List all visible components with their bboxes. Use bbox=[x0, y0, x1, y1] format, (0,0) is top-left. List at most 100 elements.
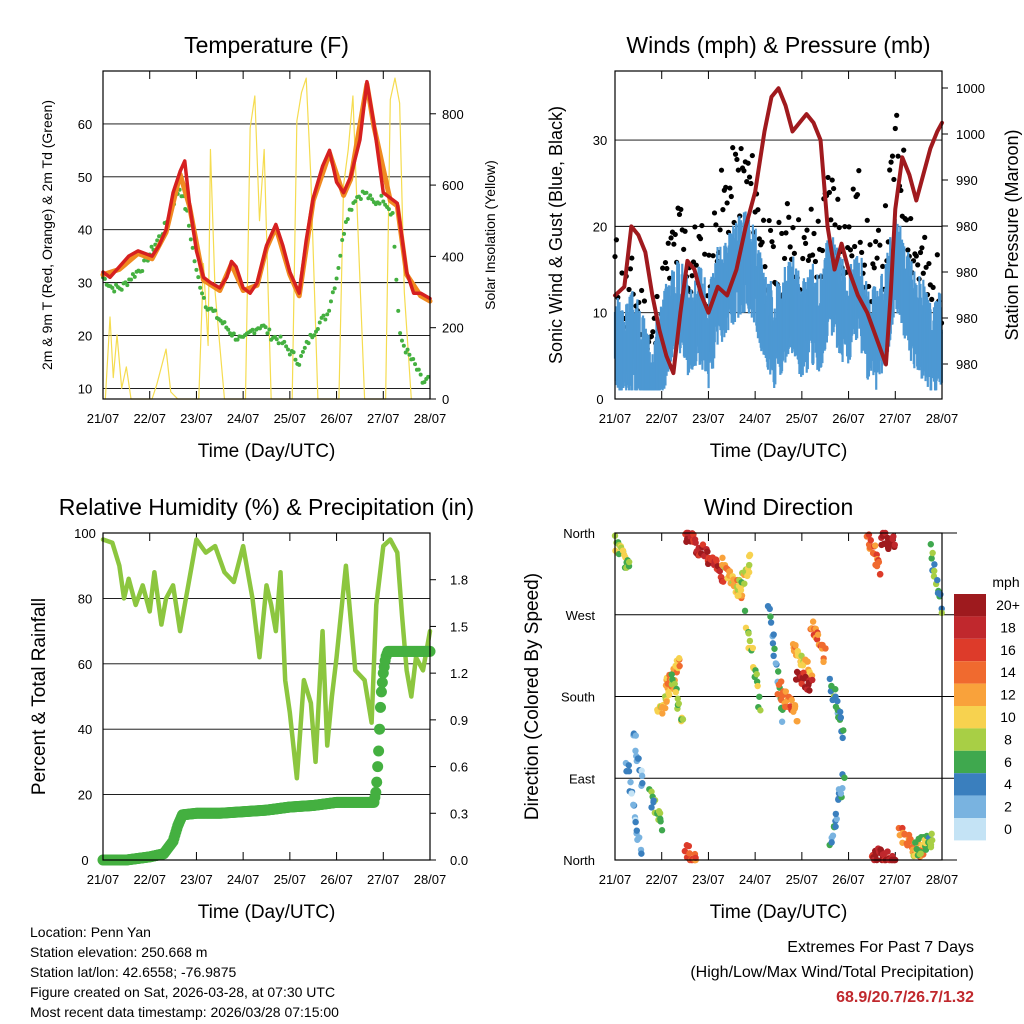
point-precipitation bbox=[371, 776, 383, 788]
point-gust bbox=[920, 270, 926, 276]
point-wind-direction bbox=[840, 727, 847, 734]
x-tick-label: 24/07 bbox=[739, 872, 772, 887]
point-gust bbox=[802, 240, 809, 246]
point-wind-direction bbox=[638, 850, 645, 857]
point-dewpoint bbox=[222, 320, 227, 325]
point-wind-direction bbox=[929, 549, 936, 557]
point-wind-direction bbox=[770, 631, 777, 638]
point-gust bbox=[748, 180, 754, 187]
point-gust bbox=[811, 230, 817, 237]
point-gust bbox=[718, 167, 725, 173]
point-gust bbox=[627, 266, 634, 272]
series-solar-insolation bbox=[104, 77, 412, 400]
point-gust bbox=[699, 222, 705, 229]
y-tick-label: 60 bbox=[78, 657, 92, 672]
point-precipitation bbox=[374, 701, 386, 713]
point-gust bbox=[735, 167, 741, 173]
point-wind-direction bbox=[836, 708, 844, 716]
point-wind-direction bbox=[782, 688, 790, 695]
point-gust bbox=[723, 184, 729, 191]
point-wind-direction bbox=[692, 854, 699, 861]
figure-created: Figure created on Sat, 2026-03-28, at 07… bbox=[30, 984, 336, 1000]
point-gust bbox=[728, 193, 734, 200]
point-gust bbox=[908, 215, 914, 222]
point-precipitation bbox=[372, 761, 384, 773]
point-wind-direction bbox=[834, 697, 841, 705]
point-dewpoint bbox=[358, 196, 363, 201]
y-axis-label: Sonic Wind & Gust (Blue, Black) bbox=[546, 106, 566, 364]
point-dewpoint bbox=[321, 313, 326, 318]
point-gust bbox=[888, 159, 894, 165]
point-dewpoint bbox=[149, 244, 154, 249]
point-gust bbox=[804, 227, 810, 233]
point-gust bbox=[795, 217, 802, 223]
point-gust bbox=[856, 168, 862, 174]
point-wind-direction bbox=[638, 772, 646, 780]
point-gust bbox=[629, 255, 635, 261]
point-gust bbox=[711, 210, 718, 216]
point-wind-direction bbox=[635, 755, 642, 762]
point-dewpoint bbox=[422, 380, 427, 385]
point-gust bbox=[660, 265, 666, 271]
point-wind-direction bbox=[754, 682, 761, 690]
point-wind-direction bbox=[767, 613, 774, 620]
point-dewpoint bbox=[142, 258, 147, 263]
point-gust bbox=[842, 223, 848, 230]
point-wind-direction bbox=[685, 842, 693, 850]
point-dewpoint bbox=[381, 199, 386, 204]
point-wind-direction bbox=[917, 850, 924, 857]
point-dewpoint bbox=[297, 362, 302, 367]
point-gust bbox=[619, 270, 625, 276]
point-dewpoint bbox=[155, 238, 160, 243]
extremes-box: Extremes For Past 7 Days (High/Low/Max W… bbox=[690, 935, 974, 1010]
legend-swatch bbox=[954, 683, 986, 706]
point-wind-direction bbox=[928, 830, 935, 838]
point-wind-direction bbox=[826, 675, 834, 683]
point-wind-direction bbox=[625, 762, 632, 769]
point-wind-direction bbox=[675, 700, 682, 707]
point-wind-direction bbox=[837, 790, 845, 797]
point-wind-direction bbox=[792, 641, 799, 649]
point-dewpoint bbox=[403, 350, 408, 355]
point-wind-direction bbox=[628, 790, 635, 797]
point-gust bbox=[829, 177, 835, 183]
y2-tick-label: 0.9 bbox=[450, 713, 468, 728]
point-gust bbox=[671, 241, 677, 247]
point-wind-direction bbox=[820, 658, 827, 666]
point-wind-direction bbox=[794, 647, 801, 655]
legend-label: 4 bbox=[1004, 776, 1012, 792]
point-dewpoint bbox=[345, 217, 350, 222]
point-wind-direction bbox=[746, 561, 753, 569]
point-dewpoint bbox=[226, 327, 231, 332]
y2-tick-label: 1.5 bbox=[450, 619, 468, 634]
point-gust bbox=[766, 217, 772, 224]
point-gust bbox=[815, 218, 821, 224]
point-gust bbox=[697, 236, 704, 242]
x-tick-label: 21/07 bbox=[87, 872, 120, 887]
station-elevation: Station elevation: 250.668 m bbox=[30, 944, 208, 960]
x-tick-label: 22/07 bbox=[645, 872, 678, 887]
x-tick-label: 23/07 bbox=[180, 411, 213, 426]
point-gust bbox=[867, 242, 873, 248]
point-gust bbox=[901, 147, 907, 153]
point-gust bbox=[849, 253, 855, 259]
point-dewpoint bbox=[368, 193, 373, 198]
point-gust bbox=[786, 214, 792, 220]
point-wind-direction bbox=[630, 801, 637, 809]
point-wind-direction bbox=[833, 815, 840, 823]
point-dewpoint bbox=[213, 308, 218, 313]
point-dewpoint bbox=[338, 253, 343, 258]
x-tick-label: 28/07 bbox=[926, 411, 959, 426]
point-wind-direction bbox=[770, 652, 777, 660]
point-gust bbox=[689, 273, 695, 279]
point-gust bbox=[919, 245, 925, 251]
point-dewpoint bbox=[200, 291, 205, 296]
point-gust bbox=[769, 239, 775, 245]
series-pressure bbox=[613, 86, 944, 376]
y2-tick-label: 980 bbox=[956, 265, 978, 280]
extremes-title: Extremes For Past 7 Days bbox=[787, 939, 974, 956]
y2-tick-label: 600 bbox=[442, 178, 464, 193]
x-tick-label: 21/07 bbox=[87, 411, 120, 426]
point-dewpoint bbox=[194, 267, 199, 272]
